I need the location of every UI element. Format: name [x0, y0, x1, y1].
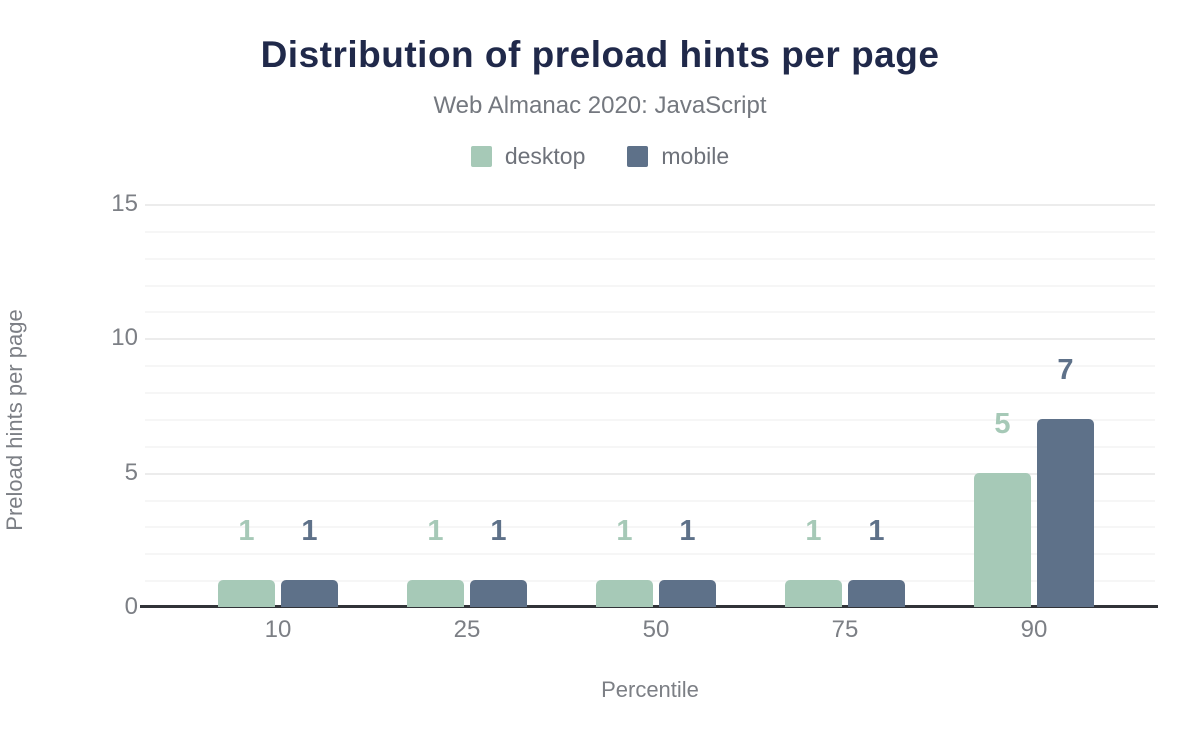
gridline-minor	[145, 500, 1155, 502]
value-label-mobile-p50: 1	[679, 515, 696, 547]
x-tick-label-90: 90	[1020, 616, 1048, 643]
gridline-minor	[145, 446, 1155, 448]
legend-label: desktop	[504, 143, 586, 169]
legend-item-desktop[interactable]: desktop	[470, 143, 586, 170]
legend-swatch-desktop	[470, 146, 492, 167]
value-label-desktop-p25: 1	[427, 515, 444, 547]
gridline-minor	[145, 311, 1155, 313]
legend-label: mobile	[661, 143, 730, 169]
gridline-major	[145, 473, 1155, 475]
chart-subtitle: Web Almanac 2020: JavaScript	[433, 92, 767, 119]
bar-desktop-p75[interactable]	[785, 580, 842, 607]
gridline-minor	[145, 285, 1155, 287]
gridline-minor	[145, 526, 1155, 528]
x-tick-label-10: 10	[264, 616, 292, 643]
gridline-minor	[145, 258, 1155, 260]
gridline-minor	[145, 365, 1155, 367]
y-tick-label: 10	[111, 324, 138, 351]
bar-desktop-p25[interactable]	[407, 580, 464, 607]
legend: desktop mobile	[0, 143, 1200, 170]
legend-item-mobile[interactable]: mobile	[627, 143, 729, 170]
gridline-minor	[145, 419, 1155, 421]
x-axis-title: Percentile	[601, 677, 699, 702]
gridline-major	[145, 338, 1155, 340]
value-label-mobile-p25: 1	[490, 515, 507, 547]
value-label-mobile-p75: 1	[868, 515, 885, 547]
bar-desktop-p50[interactable]	[596, 580, 653, 607]
value-label-desktop-p10: 1	[238, 515, 255, 547]
y-tick-label: 0	[124, 593, 138, 620]
y-tick-label: 15	[111, 190, 138, 217]
value-label-desktop-p90: 5	[994, 408, 1011, 440]
bar-mobile-p75[interactable]	[848, 580, 905, 607]
gridline-major	[145, 204, 1155, 206]
x-tick-label-25: 25	[453, 616, 481, 643]
bar-mobile-p50[interactable]	[659, 580, 716, 607]
value-label-desktop-p50: 1	[616, 515, 633, 547]
x-tick-label-50: 50	[642, 616, 670, 643]
y-tick-label: 5	[124, 459, 138, 486]
y-axis-title: Preload hints per page	[2, 309, 27, 531]
gridline-minor	[145, 231, 1155, 233]
value-label-desktop-p75: 1	[805, 515, 822, 547]
value-label-mobile-p90: 7	[1057, 354, 1074, 386]
bar-mobile-p25[interactable]	[470, 580, 527, 607]
bar-desktop-p90[interactable]	[974, 473, 1031, 607]
bar-mobile-p90[interactable]	[1037, 419, 1094, 607]
chart-title: Distribution of preload hints per page	[260, 34, 940, 75]
gridline-minor	[145, 392, 1155, 394]
bar-desktop-p10[interactable]	[218, 580, 275, 607]
bar-mobile-p10[interactable]	[281, 580, 338, 607]
value-label-mobile-p10: 1	[301, 515, 318, 547]
gridline-minor	[145, 553, 1155, 555]
legend-swatch-mobile	[627, 146, 649, 167]
x-tick-label-75: 75	[831, 616, 859, 643]
